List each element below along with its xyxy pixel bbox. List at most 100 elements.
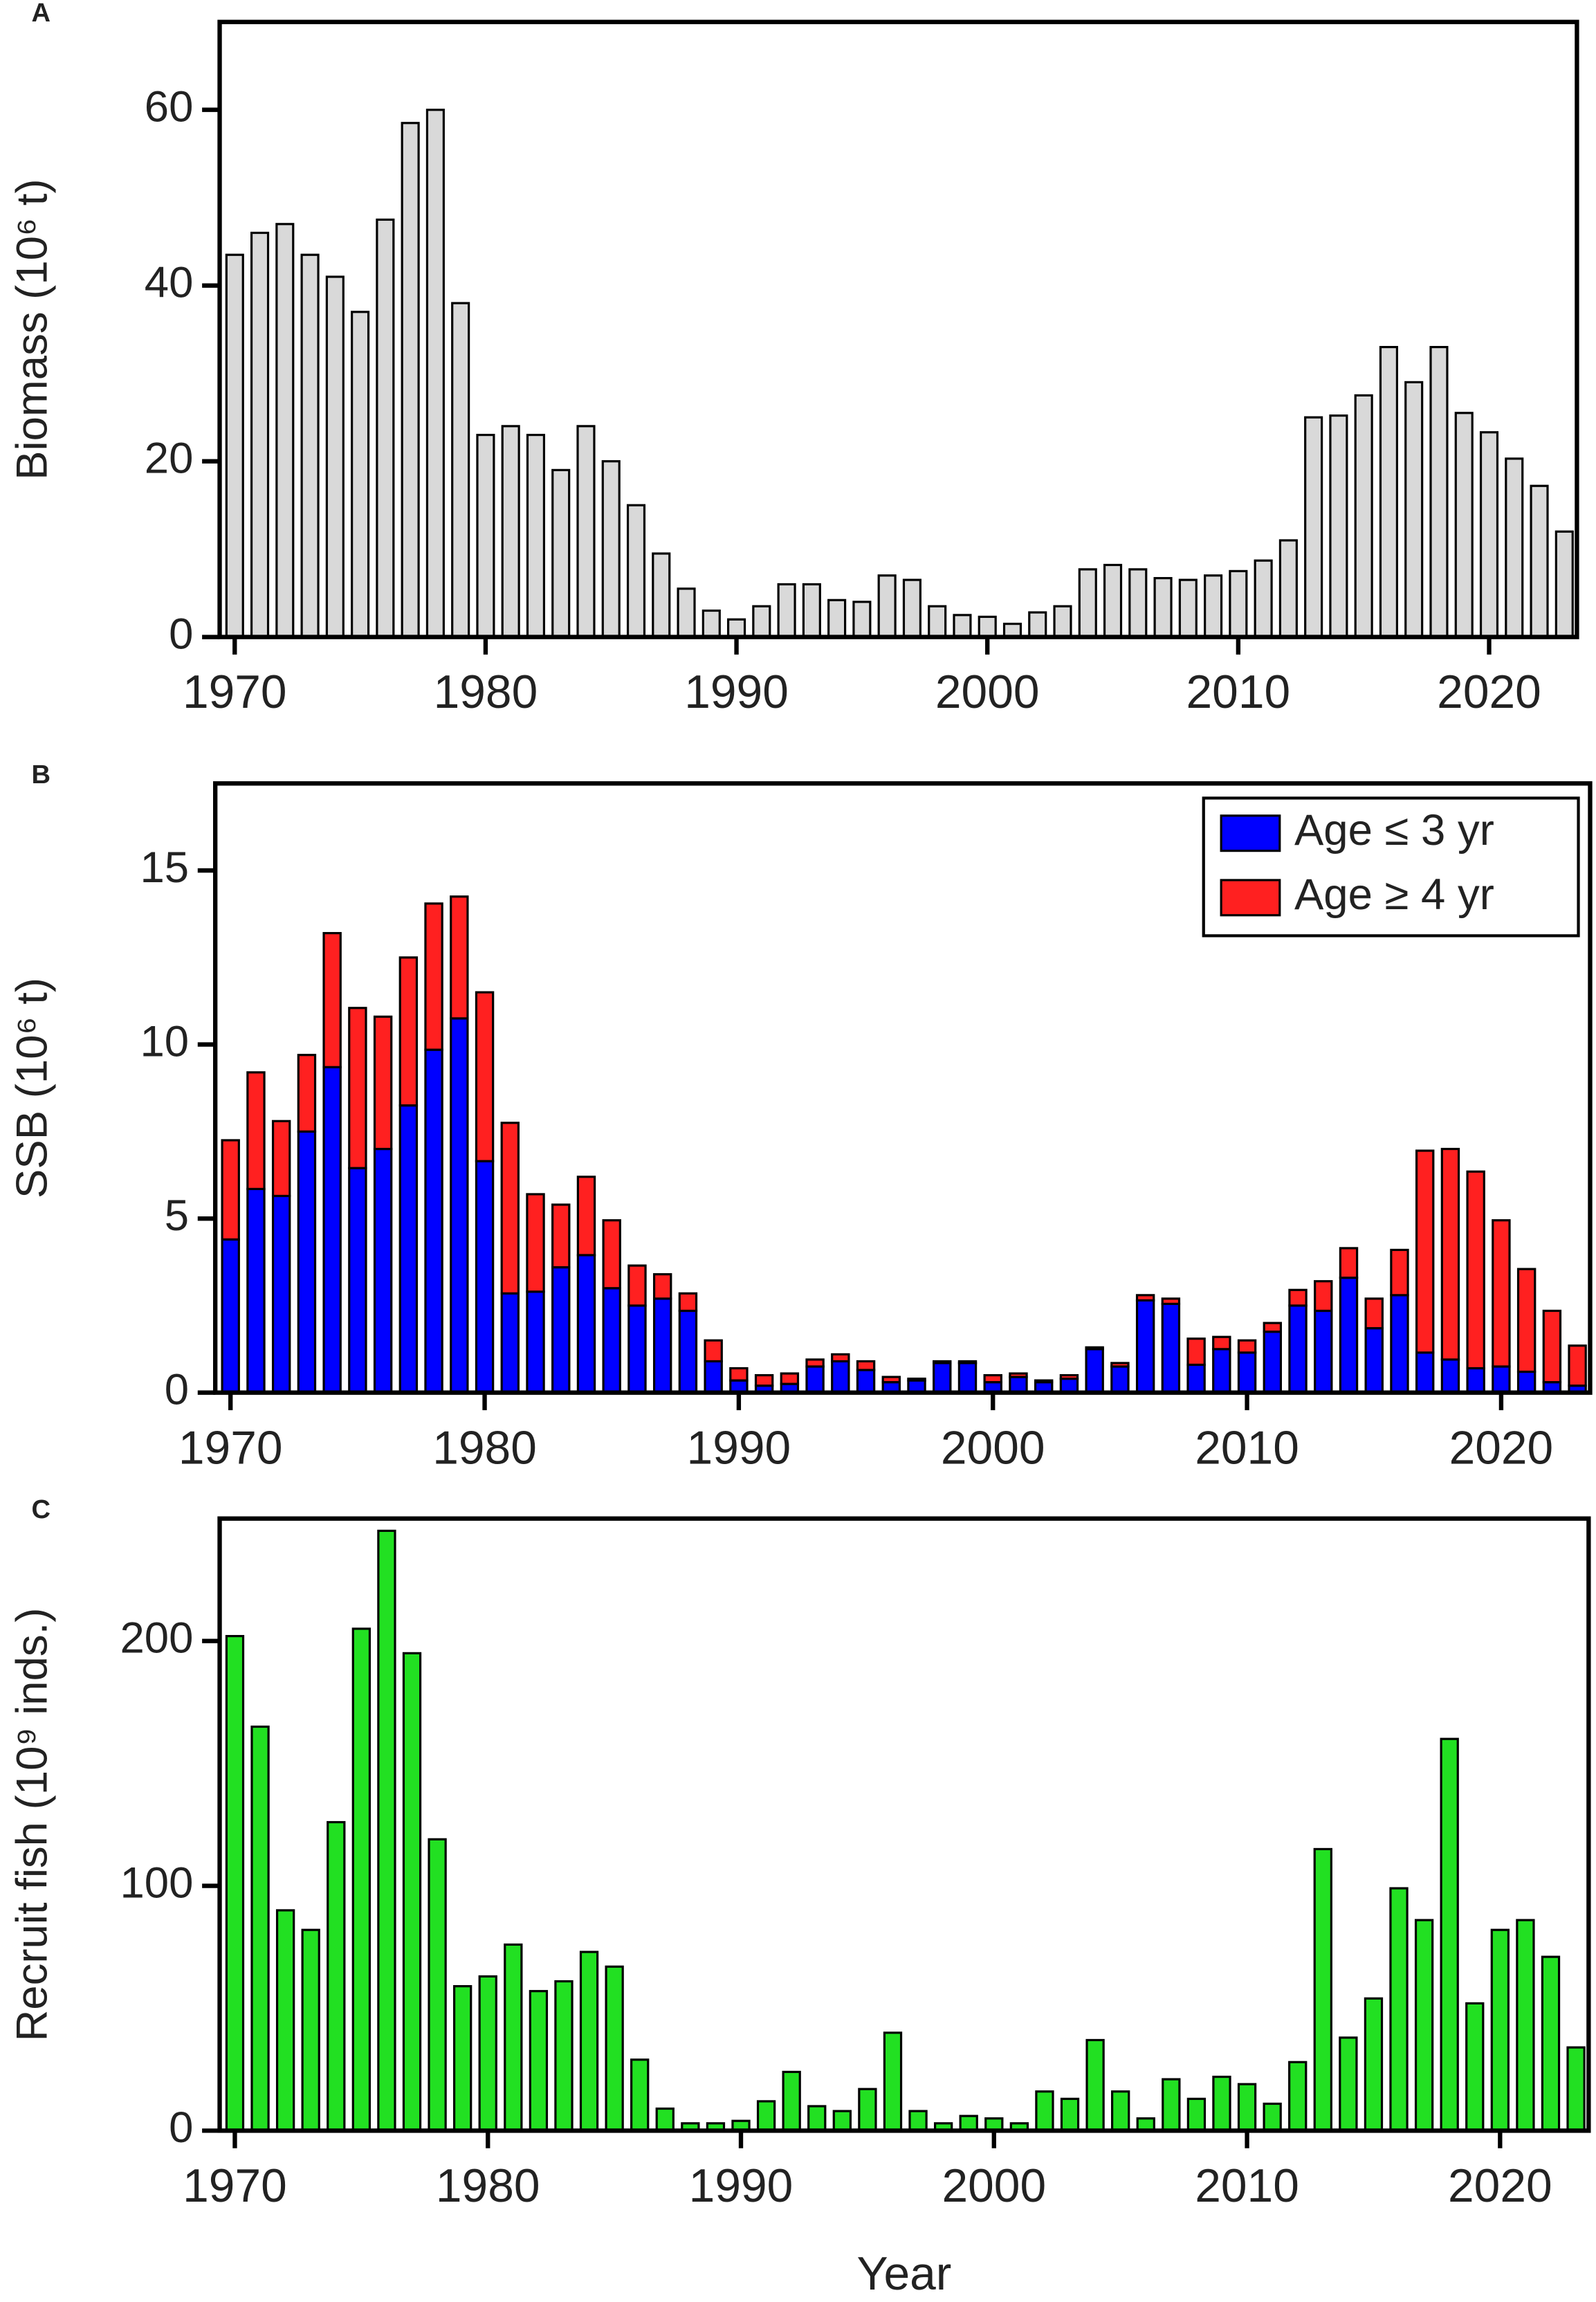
bar: [928, 605, 947, 639]
bar: [856, 1369, 876, 1394]
bar: [1404, 381, 1424, 639]
bar: [652, 1297, 672, 1394]
y-tick-label: 100: [120, 1858, 193, 1907]
x-tick-label: 1990: [684, 666, 789, 718]
bar: [933, 1360, 952, 1364]
bar: [526, 1290, 545, 1394]
bar: [554, 1980, 574, 2132]
bar: [1554, 530, 1574, 639]
bar: [1304, 416, 1323, 639]
bar: [678, 1309, 698, 1394]
legend-label: Age ≤ 3 yr: [1294, 806, 1494, 855]
bar: [526, 433, 546, 639]
bar: [1516, 1370, 1537, 1394]
bar: [500, 1292, 520, 1394]
bar: [428, 1838, 447, 2132]
bar: [883, 2031, 903, 2132]
bar: [1212, 2075, 1231, 2132]
bar: [300, 253, 320, 639]
bar: [221, 1238, 240, 1394]
bar: [275, 223, 295, 639]
y-tick-label: 0: [169, 610, 193, 658]
bar: [348, 1007, 367, 1169]
bar: [1415, 1351, 1435, 1394]
bar: [225, 253, 244, 639]
bar: [1440, 1358, 1460, 1394]
bar: [1085, 2038, 1105, 2132]
bar: [327, 1820, 346, 2132]
bar: [1053, 605, 1072, 639]
bar: [526, 1193, 545, 1293]
bar: [1186, 1363, 1206, 1394]
bar: [1339, 1247, 1359, 1279]
bar: [1085, 1348, 1104, 1394]
bar: [678, 1292, 698, 1313]
x-tick-label: 2000: [935, 666, 1040, 718]
bar: [1542, 1309, 1562, 1384]
bar: [1329, 414, 1348, 639]
bar: [250, 231, 270, 639]
bar: [1254, 559, 1273, 639]
x-tick-label: 2010: [1186, 666, 1291, 718]
bar: [1516, 1919, 1535, 2132]
bar: [1204, 574, 1223, 639]
bar: [1505, 457, 1524, 639]
bar: [1162, 2078, 1181, 2132]
x-tick-label: 2020: [1448, 2160, 1552, 2212]
bar: [827, 599, 847, 639]
bar: [1237, 1339, 1257, 1354]
y-axis-label: SSB (10⁶ t): [8, 978, 57, 1198]
bar: [1186, 2097, 1207, 2132]
bar: [325, 275, 345, 639]
x-tick-label: 1980: [436, 2160, 540, 2212]
bar: [1492, 1365, 1511, 1394]
bar: [907, 1377, 926, 1382]
bar: [959, 2114, 978, 2132]
legend-label: Age ≥ 4 yr: [1294, 870, 1494, 919]
bar: [1060, 2097, 1080, 2132]
bar: [398, 956, 419, 1107]
bar: [225, 1634, 245, 2132]
bar: [1288, 1304, 1308, 1394]
bar: [1028, 611, 1047, 639]
bar: [402, 1652, 422, 2132]
x-tick-label: 1980: [434, 666, 538, 718]
bar: [754, 1373, 774, 1387]
bar: [373, 1015, 393, 1151]
bar: [1135, 1294, 1155, 1301]
y-tick-label: 20: [145, 434, 194, 482]
bar: [376, 218, 395, 639]
bar: [1110, 1365, 1130, 1394]
bar: [551, 1266, 571, 1394]
bar: [831, 1353, 850, 1363]
bar: [576, 1176, 596, 1257]
legend-swatch: [1220, 814, 1281, 852]
bar: [501, 425, 520, 639]
bar: [478, 1975, 497, 2132]
bar: [1078, 568, 1097, 639]
bar: [729, 1367, 749, 1382]
bar: [1035, 2090, 1054, 2132]
bar: [221, 1139, 240, 1241]
bar: [301, 1928, 320, 2132]
bar: [727, 618, 746, 639]
bar: [630, 2058, 650, 2132]
bar: [1479, 431, 1499, 639]
bar: [627, 1304, 647, 1394]
bar: [453, 1985, 473, 2132]
bar: [1466, 1170, 1485, 1370]
bar: [1278, 539, 1298, 639]
x-tick-label: 2010: [1195, 1422, 1299, 1474]
panel-label: C: [32, 1495, 51, 1524]
bar: [652, 1273, 672, 1300]
bar: [424, 1048, 443, 1394]
bar: [1414, 1919, 1434, 2132]
x-tick-label: 2020: [1449, 1422, 1554, 1474]
bar: [983, 1373, 1002, 1384]
panel-label: A: [32, 0, 51, 28]
bar: [297, 1054, 317, 1133]
bar: [807, 2105, 827, 2132]
bar: [322, 1066, 342, 1394]
bar: [297, 1130, 317, 1394]
